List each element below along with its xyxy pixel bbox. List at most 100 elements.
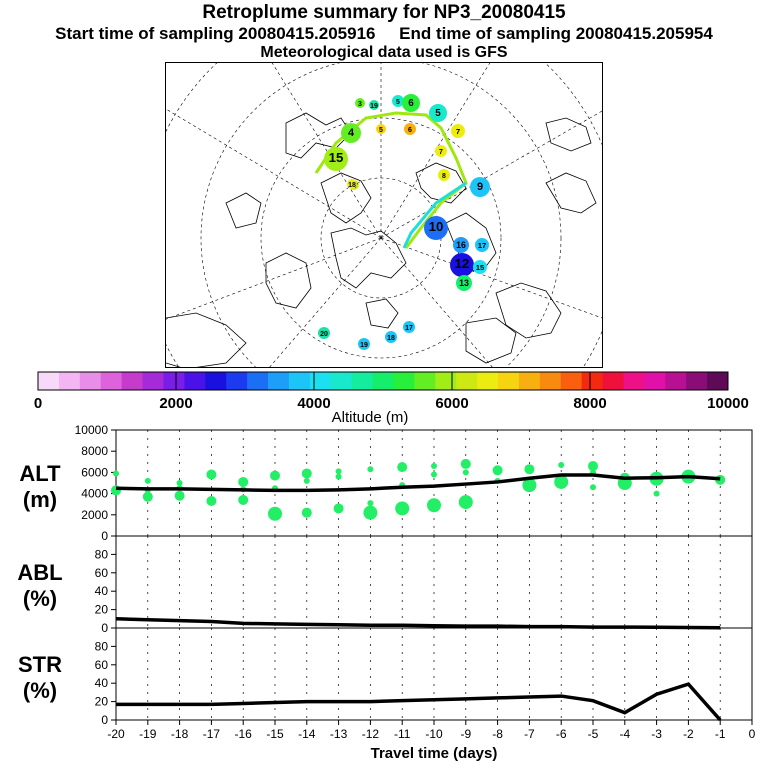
cluster-point [367,500,374,507]
x-tick-label: -17 [203,727,221,741]
x-tick-label: -8 [492,727,503,741]
colorbar-cell [288,372,311,390]
y-tick-label: 40 [95,584,109,598]
cluster-point [113,470,119,477]
page-title: Retroplume summary for NP3_20080415 [202,2,566,23]
map-cluster-marker [355,98,365,108]
median-altitude-line [115,473,721,493]
y-tick-label: 10000 [75,423,109,437]
map-cluster-label: 16 [456,240,466,250]
y-tick-label: 0 [101,529,108,543]
colorbar-cell [330,372,353,390]
x-tick-label: -11 [394,727,411,741]
colorbar-label: Altitude (m) [332,409,409,426]
polar-map: 195365745678915171810161712151317181920 [166,63,602,367]
cluster-point [590,484,596,491]
y-axis-unit: (m) [23,487,57,512]
x-tick-label: -5 [588,727,599,741]
colorbar-tick-label: 10000 [707,395,749,412]
colorbar-cell [38,372,60,390]
y-axis-label: STR [18,652,62,677]
map-cluster-label: 7 [439,149,443,156]
map-cluster-marker [358,338,370,350]
map-cluster-label: 19 [370,103,378,110]
abl-line [115,617,721,630]
cluster-point [206,496,217,507]
map-cluster-label: 15 [476,263,485,272]
colorbar-cell [309,372,332,390]
abl-panel: 0 20 40 60 80 ABL(%) [17,535,753,635]
y-axis-label: ALT [19,461,61,486]
cluster-point [431,463,437,470]
cluster-point [301,507,312,518]
cluster-point [270,470,280,481]
map-cluster-label: 20 [320,331,328,338]
colorbar-cell [351,372,374,390]
colorbar-cell [58,372,81,390]
map-cluster-label: 10 [429,219,444,234]
colorbar-cell [414,372,436,390]
cluster-point [238,494,249,505]
cluster-point [653,490,660,497]
colorbar-tick-label: 8000 [573,395,606,412]
panel-frame [115,627,753,721]
cluster-point [460,458,471,469]
y-axis-unit: (%) [23,586,57,611]
y-tick-label: 0 [101,713,108,727]
x-tick-label: -2 [683,727,694,741]
map-cluster-marker [403,321,415,333]
map-cluster-label: 18 [387,335,395,342]
cluster-markers: 195365745678915171810161712151317181920 [318,94,490,350]
y-tick-label: 4000 [81,487,108,501]
graticule [166,63,602,367]
map-cluster-marker [473,260,487,274]
y-tick-label: 20 [95,695,109,709]
x-tick-label: -3 [651,727,662,741]
y-tick-label: 8000 [81,444,108,458]
y-tick-label: 20 [95,603,109,617]
map-cluster-marker [438,169,450,181]
alt-panel: 0 2000 4000 6000 8000 10000 ALT(m) [19,423,753,543]
colorbar-cell [79,372,102,390]
colorbar-cell [686,372,708,390]
colorbar-cell [372,372,394,390]
y-tick-label: 60 [95,658,109,672]
y-tick-label: 80 [95,639,109,653]
colorbar-tick-label: 2000 [159,395,192,412]
map-cluster-label: 19 [360,342,368,349]
map-cluster-label: 3 [358,101,362,108]
map-cluster-marker [470,177,490,197]
map-cluster-label: 9 [477,181,483,193]
colorbar-cell [707,372,729,390]
colorbar-cell [602,372,624,390]
colorbar-cell [560,372,583,390]
map-cluster-label: 18 [348,182,356,189]
cluster-point [144,477,151,484]
y-tick-label: 60 [95,566,109,580]
map-cluster-label: 7 [456,127,460,136]
y-tick-label: 6000 [81,465,108,479]
map-cluster-marker [318,327,330,339]
colorbar-cell [456,372,478,390]
colorbar-tick-label: 6000 [435,395,468,412]
x-tick-label: -1 [715,727,726,741]
map-cluster-label: 12 [455,256,470,271]
cluster-point [462,469,469,476]
cluster-point [558,461,565,468]
cluster-point [458,495,473,510]
map-cluster-marker [369,100,379,110]
colorbar-cell [477,372,499,390]
map-cluster-label: 17 [405,325,413,332]
map-cluster-marker [324,147,348,171]
map-cluster-marker [435,145,447,157]
x-tick-label: -14 [298,727,316,741]
x-tick-label: -6 [556,727,567,741]
colorbar-cell [121,372,144,390]
altitude-colorbar: 0 2000 4000 6000 8000 10000 Altitude (m) [34,371,749,426]
x-tick-label: -15 [266,727,284,741]
met-data-note: Meteorological data used is GFS [260,44,508,61]
x-axis-label: Travel time (days) [371,745,498,762]
colorbar-cell [163,372,185,390]
map-cluster-label: 5 [396,99,400,106]
